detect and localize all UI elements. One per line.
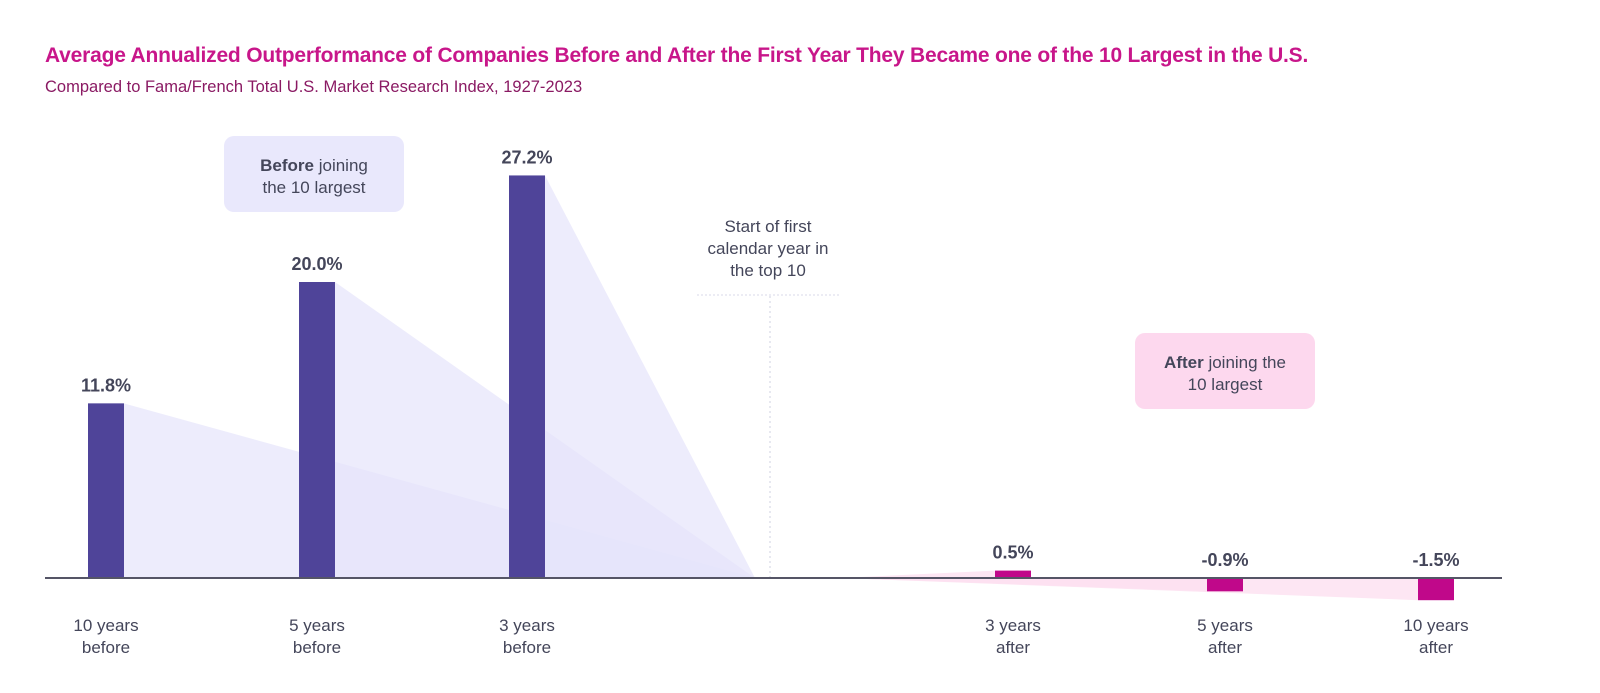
x-tick-label: after <box>1208 638 1242 657</box>
bar <box>1207 578 1243 592</box>
data-label: 20.0% <box>291 254 342 274</box>
before-fan-shade <box>545 175 755 578</box>
before-box-label: Before joining <box>260 156 368 175</box>
bar <box>995 570 1031 578</box>
bar <box>299 282 335 578</box>
after-fan-shade <box>840 570 995 578</box>
data-label: -0.9% <box>1201 550 1248 570</box>
start-marker-label: calendar year in <box>708 239 829 258</box>
bar <box>88 403 124 578</box>
x-tick-label: before <box>82 638 130 657</box>
before-box <box>224 136 404 212</box>
bar <box>509 175 545 578</box>
x-tick-label: before <box>293 638 341 657</box>
data-label: 11.8% <box>81 375 131 395</box>
chart-title: Average Annualized Outperformance of Com… <box>45 44 1309 67</box>
data-label: 27.2% <box>501 147 552 167</box>
after-fan-shade <box>840 578 1418 601</box>
x-tick-label: 10 years <box>73 616 138 635</box>
x-tick-label: before <box>503 638 551 657</box>
x-tick-label: 3 years <box>499 616 555 635</box>
x-tick-label: 5 years <box>289 616 345 635</box>
data-label: 0.5% <box>992 543 1033 563</box>
before-box-label: the 10 largest <box>262 178 365 197</box>
x-tick-label: after <box>996 638 1030 657</box>
x-tick-label: 5 years <box>1197 616 1253 635</box>
chart-subtitle: Compared to Fama/French Total U.S. Marke… <box>45 78 583 96</box>
data-label: -1.5% <box>1412 550 1459 570</box>
x-tick-label: after <box>1419 638 1453 657</box>
after-box-label: 10 largest <box>1188 375 1263 394</box>
x-tick-label: 3 years <box>985 616 1041 635</box>
start-marker-label: Start of first <box>725 217 812 236</box>
x-tick-label: 10 years <box>1403 616 1468 635</box>
start-marker-label: the top 10 <box>730 261 806 280</box>
after-box <box>1135 333 1315 409</box>
bar <box>1418 578 1454 601</box>
after-box-label: After joining the <box>1164 353 1286 372</box>
